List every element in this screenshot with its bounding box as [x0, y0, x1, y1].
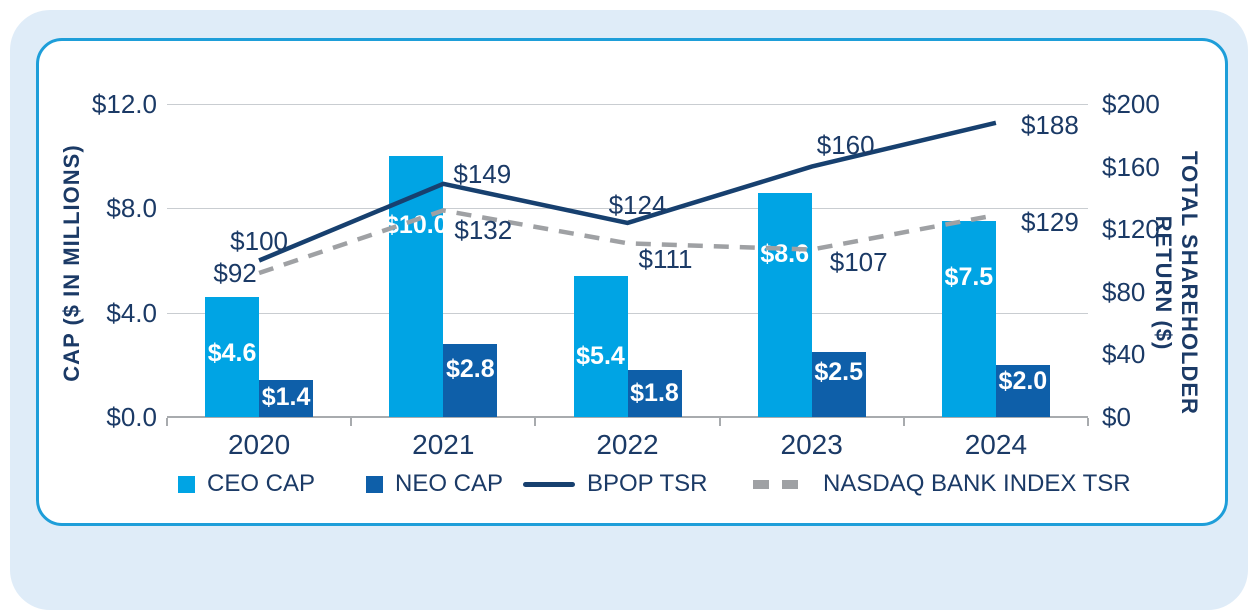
- right-axis-tick-label: $120: [1102, 214, 1160, 245]
- x-axis-line: [167, 416, 1088, 418]
- nasdaq-bank-index-tsr-line: [258, 208, 997, 276]
- gridline: [167, 208, 1088, 210]
- left-axis-tick-label: $4.0: [106, 297, 157, 328]
- neo-cap-bar: [443, 343, 498, 417]
- nasdaq-tsr-value-label: $107: [829, 246, 888, 277]
- x-axis-category-label: 2022: [596, 429, 659, 460]
- bpop-tsr-line: [258, 120, 997, 263]
- x-axis-tick: [1087, 418, 1089, 426]
- chart-card: CAP ($ IN MILLIONS) TOTAL SHAREHOLDER RE…: [36, 38, 1228, 526]
- bpop-tsr-value-label: $160: [816, 129, 875, 160]
- ceo-cap-bar: [757, 192, 812, 417]
- legend-item: CEO CAP: [178, 469, 315, 499]
- right-axis-tick-label: $80: [1102, 276, 1146, 307]
- x-axis-category-label: 2023: [780, 429, 843, 460]
- ceo-cap-bar: [573, 276, 628, 417]
- legend-item: NEO CAP: [366, 469, 503, 499]
- neo-cap-bar: [995, 364, 1050, 417]
- ceo-cap-value-label: $4.6: [207, 339, 257, 368]
- left-axis-tick-label: $12.0: [91, 89, 157, 119]
- bpop-tsr-value-label: $188: [1020, 109, 1079, 140]
- ceo-cap-bar: [389, 156, 444, 417]
- nasdaq-tsr-value-label: $129: [1020, 207, 1079, 238]
- x-axis-category-label: 2024: [964, 429, 1028, 460]
- gridline: [167, 104, 1088, 105]
- x-axis-tick: [534, 418, 537, 426]
- neo-cap-bar: [627, 370, 682, 417]
- right-axis-tick-label: $160: [1102, 151, 1160, 182]
- nasdaq-tsr-value-label: $92: [213, 258, 257, 289]
- left-axis-tick-label: $8.0: [106, 193, 157, 224]
- neo-cap-value-label: $1.8: [630, 379, 679, 408]
- left-axis-tick-label: $0.0: [106, 402, 157, 432]
- legend-item: BPOP TSR: [523, 469, 708, 499]
- neo-cap-value-label: $1.4: [261, 383, 311, 412]
- ceo-cap-value-label: $5.4: [576, 342, 625, 371]
- neo-cap-value-label: $2.5: [814, 357, 864, 386]
- tsr-lines-layer: [258, 120, 997, 276]
- ceo-cap-bar: [941, 221, 996, 417]
- ceo-cap-value-label: $7.5: [944, 263, 994, 292]
- x-axis-tick: [350, 418, 353, 426]
- chart-outer-panel: CAP ($ IN MILLIONS) TOTAL SHAREHOLDER RE…: [10, 10, 1248, 610]
- nasdaq-tsr-value-label: $111: [638, 244, 693, 275]
- legend-item: NASDAQ BANK INDEX TSR: [753, 469, 1131, 499]
- gridline: [167, 312, 1088, 314]
- bpop-tsr-value-label: $124: [608, 189, 667, 220]
- neo-cap-bar: [811, 351, 866, 417]
- legend-swatch-square: [366, 475, 383, 493]
- legend-swatch-square: [178, 475, 195, 493]
- neo-cap-bar: [259, 380, 314, 417]
- neo-cap-value-label: $2.0: [998, 366, 1048, 395]
- legend-swatch-line: [523, 481, 575, 487]
- right-axis-tick-label: $0: [1102, 402, 1131, 432]
- neo-cap-value-label: $2.8: [445, 354, 495, 383]
- x-axis-tick: [166, 418, 168, 426]
- legend-swatch-dashes: [753, 479, 811, 489]
- x-axis-tick: [718, 418, 721, 426]
- x-axis-tick: [902, 418, 905, 426]
- ceo-cap-bar: [205, 297, 260, 417]
- right-axis-tick-label: $200: [1102, 89, 1160, 119]
- bpop-tsr-value-label: $149: [453, 158, 512, 189]
- ceo-cap-value-label: $8.6: [760, 239, 810, 268]
- bpop-tsr-value-label: $100: [230, 225, 289, 256]
- x-axis-category-label: 2020: [227, 429, 291, 460]
- chart-plot-area: CAP ($ IN MILLIONS) TOTAL SHAREHOLDER RE…: [39, 41, 1225, 523]
- legend-label: NEO CAP: [395, 470, 504, 497]
- legend-label: CEO CAP: [207, 470, 316, 497]
- nasdaq-tsr-value-label: $132: [454, 215, 513, 246]
- legend-label: BPOP TSR: [587, 470, 708, 497]
- legend-label: NASDAQ BANK INDEX TSR: [823, 470, 1131, 497]
- right-axis-tick-label: $40: [1102, 339, 1146, 370]
- x-axis-category-label: 2021: [412, 429, 475, 460]
